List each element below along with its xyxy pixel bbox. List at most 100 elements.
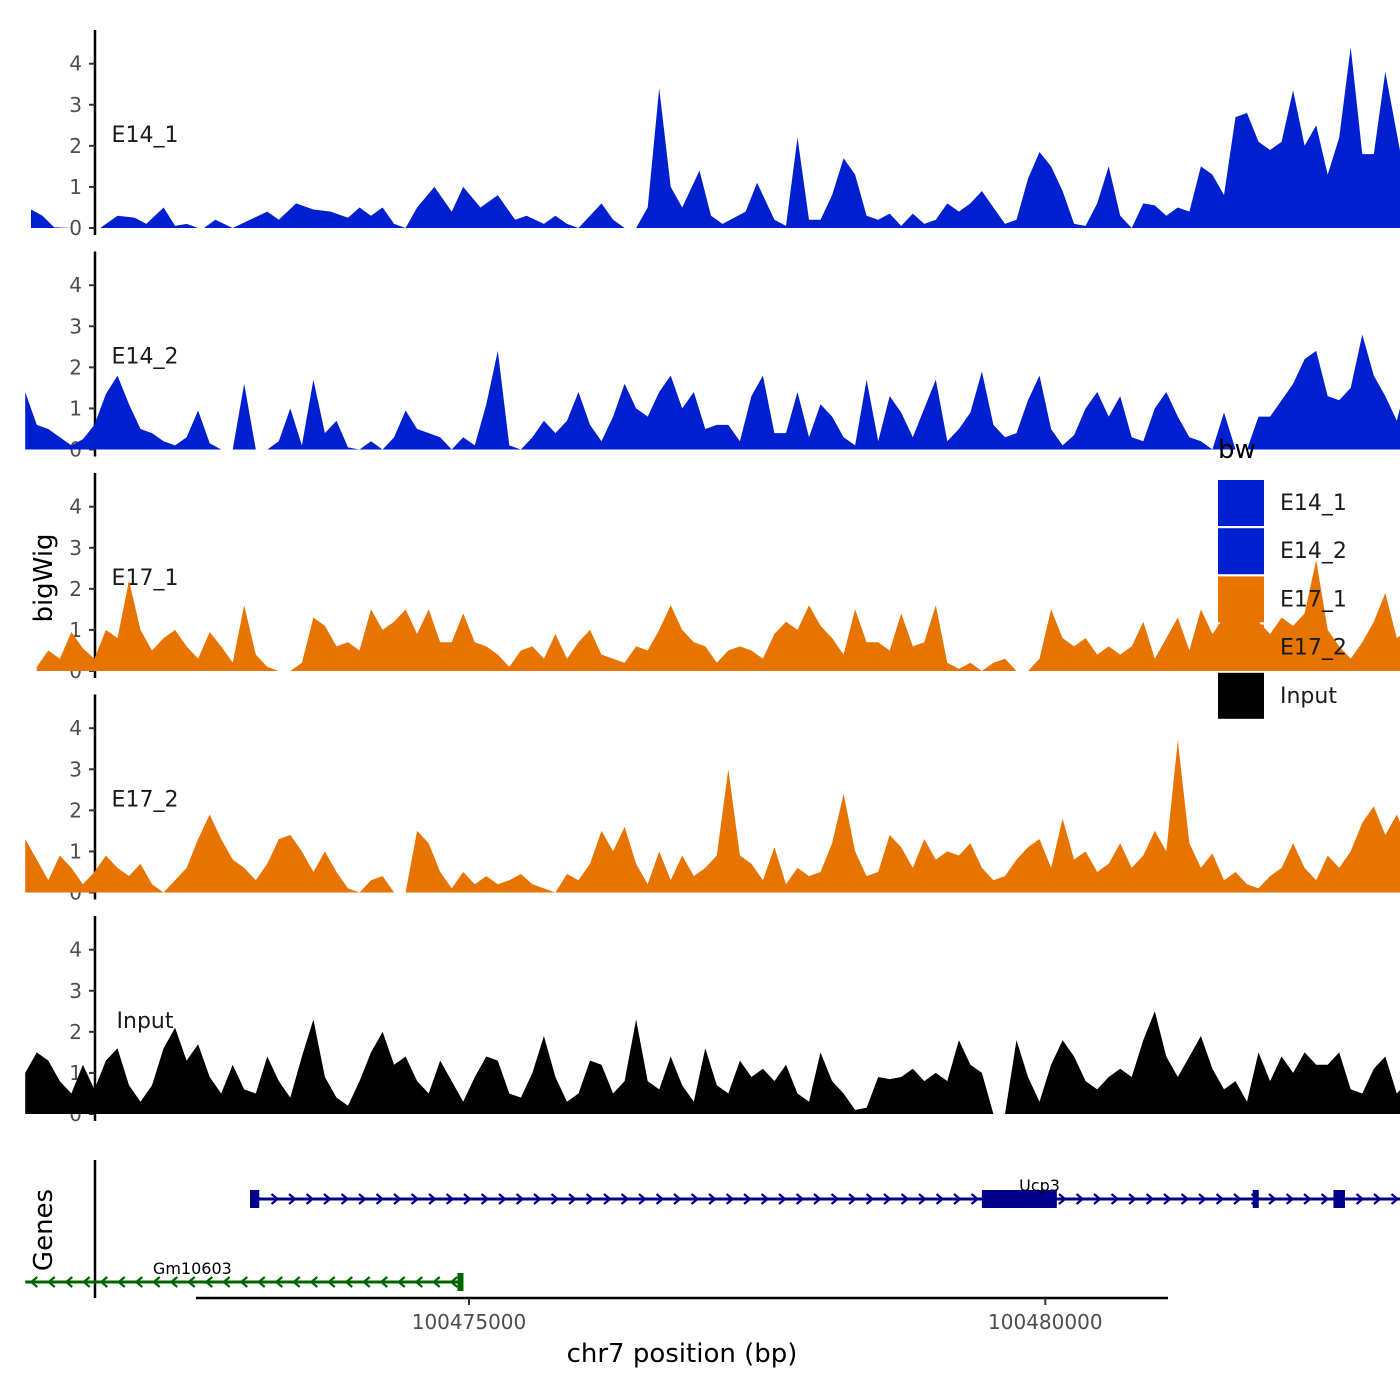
strand-arrow [533,1193,542,1205]
exon [1333,1190,1345,1208]
strand-arrow [1058,1193,1067,1205]
track-label: E17_1 [112,566,179,591]
strand-arrow [813,1193,822,1205]
strand-arrow [1093,1193,1102,1205]
strand-arrow [82,1276,91,1288]
strand-arrow [1268,1193,1277,1205]
strand-arrow [134,1276,143,1288]
y-tick-label: 2 [69,1020,82,1044]
legend-title: bw [1218,435,1256,465]
strand-arrow [449,1276,458,1288]
strand-arrow [1390,1193,1400,1205]
y-tick-label: 0 [69,216,82,240]
strand-arrow [358,1193,367,1205]
strand-arrow [603,1193,612,1205]
strand-arrow [1145,1193,1155,1205]
strand-arrow [515,1193,525,1205]
track-label: E14_2 [112,345,179,370]
y-axis-title: bigWig [29,533,59,622]
strand-arrow [270,1193,280,1205]
signal-area [36,560,1400,671]
strand-arrow [1075,1193,1085,1205]
strand-arrow [463,1193,472,1205]
strand-arrow [638,1193,647,1205]
gene-gm10603: Gm10603 [25,1259,464,1291]
strand-arrow [1233,1193,1242,1205]
track-e14-1: 0 1 2 3 4 E14_1 [31,30,1400,240]
strand-arrow [1110,1193,1120,1205]
strand-arrow [1128,1193,1137,1205]
strand-arrow [187,1276,196,1288]
strand-arrow [99,1276,108,1288]
tracks-layer: 01234E14_101234E14_201234E17_101234E17_2… [25,30,1400,1126]
strand-arrow [1320,1193,1330,1205]
strand-arrow [1303,1193,1312,1205]
x-tick-label: 100480000 [988,1310,1103,1334]
strand-arrow [1180,1193,1190,1205]
strand-arrow [362,1276,371,1288]
y-tick-label: 1 [69,839,82,863]
strand-arrow [673,1193,682,1205]
strand-arrow [445,1193,455,1205]
strand-arrow [379,1276,388,1288]
strand-arrow [953,1193,962,1205]
strand-arrow [1215,1193,1225,1205]
legend-swatch [1218,672,1264,719]
legend-label: E17_1 [1280,587,1347,612]
x-axis: 100475000100480000100485000 [196,1296,1168,1334]
y-tick-label: 1 [69,175,82,199]
y-tick-label: 4 [69,938,82,962]
y-tick-label: 2 [69,577,82,601]
exon [981,1190,1057,1208]
y-tick-label: 3 [69,979,82,1003]
strand-arrow [64,1276,73,1288]
legend-label: E14_1 [1280,491,1347,516]
legend-swatch [1218,480,1264,526]
strand-arrow [970,1193,980,1205]
strand-arrow [152,1276,161,1288]
y-tick-label: 3 [69,536,82,560]
strand-arrow [309,1276,318,1288]
strand-arrow [29,1276,38,1288]
strand-arrow [848,1193,857,1205]
strand-arrow [498,1193,507,1205]
gene-name: Gm10603 [153,1259,232,1278]
gene-ucp3: Ucp3 [250,1176,1400,1208]
y-tick-label: 3 [69,757,82,781]
legend: bw E14_1 E14_2 E17_1 E17_2 Input [1218,435,1347,719]
strand-arrow [708,1193,717,1205]
strand-arrow [935,1193,945,1205]
track-input: 01234Input [25,916,1400,1126]
strand-arrow [865,1193,875,1205]
y-tick-label: 4 [69,52,82,76]
signal-area [25,1011,1400,1114]
strand-arrow [344,1276,353,1288]
y-tick-label: 3 [69,314,82,338]
strand-arrow [222,1276,231,1288]
strand-arrow [432,1276,441,1288]
strand-arrow [292,1276,301,1288]
strand-arrow [620,1193,630,1205]
exon [1252,1190,1259,1208]
strand-arrow [1285,1193,1295,1205]
strand-arrow [1198,1193,1207,1205]
y-tick-label: 3 [69,93,82,117]
strand-arrow [1373,1193,1382,1205]
strand-arrow [568,1193,577,1205]
strand-arrow [47,1276,56,1288]
strand-arrow [414,1276,423,1288]
strand-arrow [480,1193,490,1205]
y-tick-label: 1 [69,396,82,420]
strand-arrow [393,1193,402,1205]
legend-label: E17_2 [1280,636,1347,661]
y-tick-label: 4 [69,273,82,297]
signal-area [25,334,1400,450]
strand-arrow [778,1193,787,1205]
track-e17-2: 01234E17_2 [25,694,1400,905]
strand-arrow [117,1276,126,1288]
strand-arrow [323,1193,332,1205]
legend-swatch [1218,576,1264,623]
exon [250,1190,260,1208]
strand-arrow [305,1193,315,1205]
